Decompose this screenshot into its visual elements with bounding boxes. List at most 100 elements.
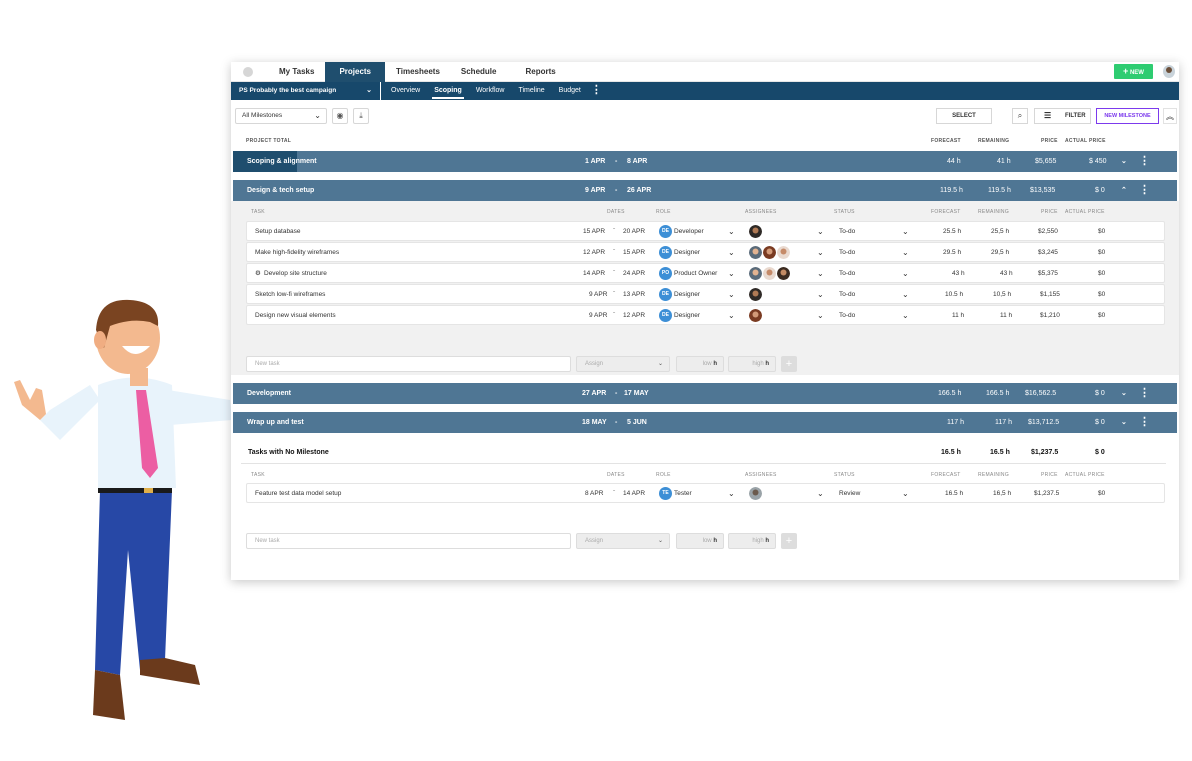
chevron-down-icon[interactable]: ⌄ <box>817 489 824 498</box>
task-row[interactable]: Feature test data model setup 8 APR ˇ 14… <box>246 483 1165 503</box>
task-row[interactable]: ⚙ Develop site structure 14 APR ˇ 24 APR… <box>246 263 1165 283</box>
eye-icon[interactable]: ◉ <box>332 108 348 124</box>
nav-tab-reports[interactable]: Reports <box>525 67 556 76</box>
nav-tab-timesheets[interactable]: Timesheets <box>396 67 440 76</box>
task-role: Product Owner <box>674 270 718 277</box>
task-row[interactable]: Make high-fidelity wireframes 12 APR ˇ 1… <box>246 242 1165 262</box>
chevron-down-icon[interactable]: ⌄ <box>728 489 735 498</box>
chevron-down-icon[interactable]: ⌄ <box>817 227 824 236</box>
search-icon[interactable]: ⌕ <box>1012 108 1028 124</box>
col-price: PRICE <box>1041 209 1058 215</box>
chevron-down-icon[interactable]: ⌄ <box>902 311 909 320</box>
assignee-avatar[interactable] <box>763 267 776 280</box>
milestone-filter-select[interactable]: All Milestones ⌄ <box>235 108 327 124</box>
milestone-menu-icon[interactable]: ⋮ <box>1139 184 1150 196</box>
chevron-down-icon[interactable]: ⌄ <box>817 311 824 320</box>
chevron-down-icon[interactable]: ⌄ <box>902 248 909 257</box>
chevron-up-icon[interactable]: ⌃ <box>1121 187 1127 194</box>
task-name: Sketch low-fi wireframes <box>255 291 326 298</box>
assignee-avatar[interactable] <box>749 487 762 500</box>
assign-select[interactable]: Assign ⌄ <box>576 356 670 372</box>
col-task: TASK <box>251 209 265 215</box>
milestone-menu-icon[interactable]: ⋮ <box>1139 416 1150 428</box>
task-start: 8 APR <box>585 490 604 497</box>
chevron-down-icon[interactable]: ⌄ <box>902 290 909 299</box>
milestone-bar[interactable]: Scoping & alignment 1 APR - 8 APR 44 h 4… <box>233 151 1177 172</box>
chevron-down-icon[interactable]: ⌄ <box>817 248 824 257</box>
milestone-menu-icon[interactable]: ⋮ <box>1139 387 1150 399</box>
chevron-down-icon[interactable]: ⌄ <box>1121 158 1127 165</box>
assignee-avatar[interactable] <box>777 246 790 259</box>
milestone-date-sep: - <box>615 158 618 165</box>
high-estimate-input[interactable]: high h <box>728 533 776 549</box>
assignee-avatar[interactable] <box>763 246 776 259</box>
project-total-label: PROJECT TOTAL <box>246 138 292 144</box>
divider <box>241 463 1166 464</box>
assignee-avatar[interactable] <box>749 225 762 238</box>
nav-tab-my-tasks[interactable]: My Tasks <box>279 67 315 76</box>
chevron-down-icon[interactable]: ⌄ <box>728 248 735 257</box>
chevron-down-icon[interactable]: ⌄ <box>728 269 735 278</box>
task-start: 9 APR <box>589 291 608 298</box>
tab-scoping[interactable]: Scoping <box>427 82 469 100</box>
task-remaining: 16,5 h <box>993 490 1012 497</box>
new-button[interactable]: + NEW <box>1114 64 1153 79</box>
assign-select[interactable]: Assign ⌄ <box>576 533 670 549</box>
high-estimate-input[interactable]: high h <box>728 356 776 372</box>
chevron-down-icon[interactable]: ⌄ <box>817 290 824 299</box>
new-milestone-button[interactable]: NEW MILESTONE <box>1096 108 1159 124</box>
assignee-avatar[interactable] <box>749 246 762 259</box>
add-task-button[interactable]: + <box>781 533 797 549</box>
chevron-down-icon[interactable]: ⌄ <box>1121 419 1127 426</box>
collapse-all-icon[interactable]: ︽ <box>1163 108 1177 124</box>
app-logo[interactable] <box>243 67 253 77</box>
chevron-down-icon[interactable]: ⌄ <box>728 227 735 236</box>
milestone-actual: $ 0 <box>1095 419 1105 426</box>
milestone-bar[interactable]: Design & tech setup 9 APR - 26 APR 119.5… <box>233 180 1177 201</box>
task-status: To-do <box>839 228 856 235</box>
project-selector[interactable]: PS Probably the best campaign ⌄ <box>231 82 381 100</box>
task-forecast: 16.5 h <box>945 490 964 497</box>
user-avatar[interactable] <box>1163 65 1175 78</box>
task-price: $1,237.5 <box>1034 490 1060 497</box>
download-icon[interactable]: ⤓ <box>353 108 369 124</box>
nav-tab-schedule[interactable]: Schedule <box>460 67 497 76</box>
chevron-down-icon[interactable]: ⌄ <box>902 489 909 498</box>
assignee-avatar[interactable] <box>749 288 762 301</box>
milestone-menu-icon[interactable]: ⋮ <box>1139 155 1150 167</box>
milestone-price: $5,655 <box>1035 158 1057 165</box>
milestone-bar[interactable]: Development 27 APR - 17 MAY 166.5 h 166.… <box>233 383 1177 404</box>
task-row[interactable]: Setup database 15 APR ˇ 20 APR DE Develo… <box>246 221 1165 241</box>
select-button[interactable]: SELECT <box>936 108 992 124</box>
filter-button[interactable]: ☰ FILTER <box>1034 108 1091 124</box>
tab-workflow[interactable]: Workflow <box>475 87 505 94</box>
milestone-bar[interactable]: Wrap up and test 18 MAY - 5 JUN 117 h 11… <box>233 412 1177 433</box>
new-task-input[interactable]: New task <box>246 356 571 372</box>
low-estimate-input[interactable]: low h <box>676 356 724 372</box>
assign-label: Assign <box>585 361 604 367</box>
tab-budget[interactable]: Budget <box>558 87 581 94</box>
task-status: Review <box>839 490 861 497</box>
chevron-down-icon[interactable]: ⌄ <box>902 269 909 278</box>
assignee-avatar[interactable] <box>777 267 790 280</box>
low-estimate-input[interactable]: low h <box>676 533 724 549</box>
more-tabs-icon[interactable]: ⋮ <box>590 84 602 96</box>
task-row[interactable]: Design new visual elements 9 APR ˇ 12 AP… <box>246 305 1165 325</box>
new-task-input[interactable]: New task <box>246 533 571 549</box>
chevron-down-icon[interactable]: ⌄ <box>1121 390 1127 397</box>
assignee-avatar[interactable] <box>749 309 762 322</box>
low-placeholder: low <box>702 361 712 367</box>
chevron-down-icon[interactable]: ⌄ <box>728 311 735 320</box>
tab-overview[interactable]: Overview <box>391 87 421 94</box>
chevron-down-icon[interactable]: ⌄ <box>728 290 735 299</box>
task-row[interactable]: Sketch low-fi wireframes 9 APR ˇ 13 APR … <box>246 284 1165 304</box>
assignee-avatar[interactable] <box>749 267 762 280</box>
add-task-button[interactable]: + <box>781 356 797 372</box>
milestone-start: 18 MAY <box>582 419 607 426</box>
chevron-down-icon[interactable]: ⌄ <box>902 227 909 236</box>
task-role: Designer <box>674 291 701 298</box>
chevron-down-icon[interactable]: ⌄ <box>817 269 824 278</box>
nav-tab-projects[interactable]: Projects <box>325 62 386 82</box>
no-milestone-actual: $ 0 <box>1095 449 1105 456</box>
tab-timeline[interactable]: Timeline <box>518 87 545 94</box>
